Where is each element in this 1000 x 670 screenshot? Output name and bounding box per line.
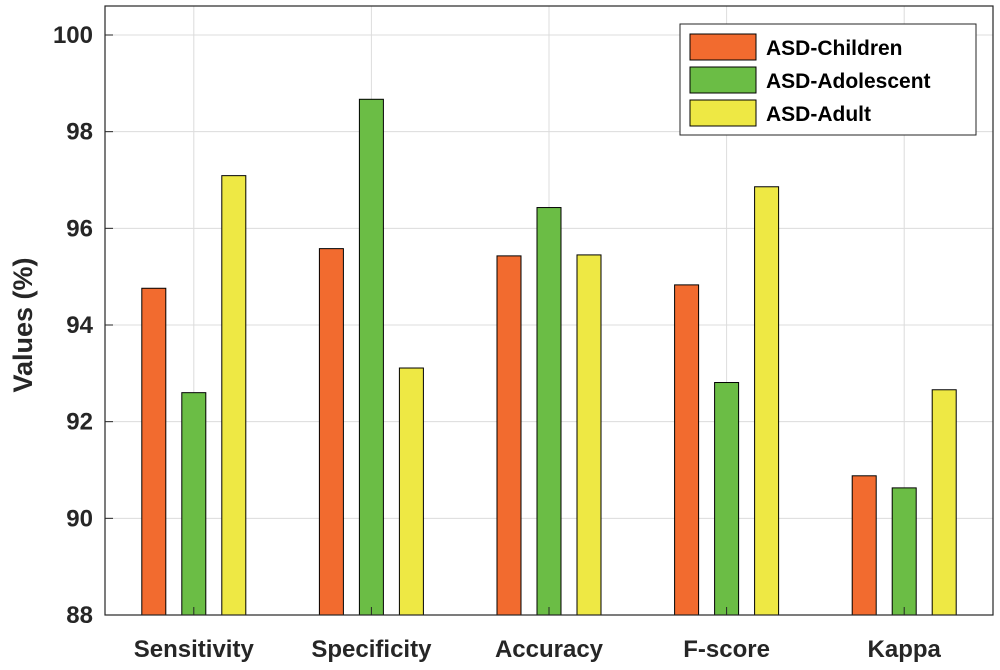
x-tick-label: F-score	[683, 636, 770, 663]
bar-asd-adolescent-specificity	[358, 98, 384, 616]
y-tick-label: 92	[66, 409, 93, 436]
bar-asd-adolescent-accuracy	[536, 207, 562, 616]
bars	[141, 98, 957, 616]
axes-box	[104, 5, 994, 616]
bar-asd-adult-specificity	[398, 367, 424, 616]
bar-asd-adolescent-f-score	[714, 382, 740, 616]
bar-asd-adolescent-kappa	[891, 487, 917, 616]
bar-asd-adolescent-sensitivity	[181, 392, 207, 616]
bar-asd-adult-kappa	[931, 389, 957, 616]
y-tick-label: 90	[66, 505, 93, 532]
legend-swatch	[689, 33, 757, 61]
x-tick-label: Accuracy	[495, 636, 604, 663]
bar-asd-adult-accuracy	[576, 254, 602, 616]
bar-asd-children-sensitivity	[141, 287, 167, 616]
x-tick-label: Kappa	[868, 636, 942, 663]
legend-swatch	[689, 99, 757, 127]
bar-asd-adult-f-score	[754, 186, 780, 616]
y-tick-label: 88	[66, 602, 93, 629]
bar-asd-children-kappa	[851, 475, 877, 616]
legend: ASD-Children ASD-Adolescent ASD-Adult	[679, 23, 977, 136]
y-tick-label: 100	[53, 22, 93, 49]
y-tick-label: 94	[66, 312, 93, 339]
bar-asd-children-accuracy	[496, 255, 522, 616]
legend-label: ASD-Adolescent	[766, 70, 931, 93]
legend-label: ASD-Children	[766, 37, 903, 60]
y-tick-labels: 88 90 92 94 96 98 100	[53, 22, 94, 629]
y-tick-label: 98	[66, 119, 93, 146]
y-axis-label: Values (%)	[8, 257, 38, 392]
axes	[104, 5, 994, 616]
legend-label: ASD-Adult	[766, 103, 871, 126]
x-tick-label: Sensitivity	[134, 636, 255, 663]
legend-swatch	[689, 66, 757, 94]
bar-asd-children-specificity	[318, 248, 344, 616]
x-tick-label: Specificity	[311, 636, 432, 663]
x-tick-labels: Sensitivity Specificity Accuracy F-score Kap…	[134, 636, 942, 663]
bar-asd-children-f-score	[674, 284, 700, 616]
y-tick-label: 96	[66, 215, 93, 242]
bar-asd-adult-sensitivity	[221, 175, 247, 616]
